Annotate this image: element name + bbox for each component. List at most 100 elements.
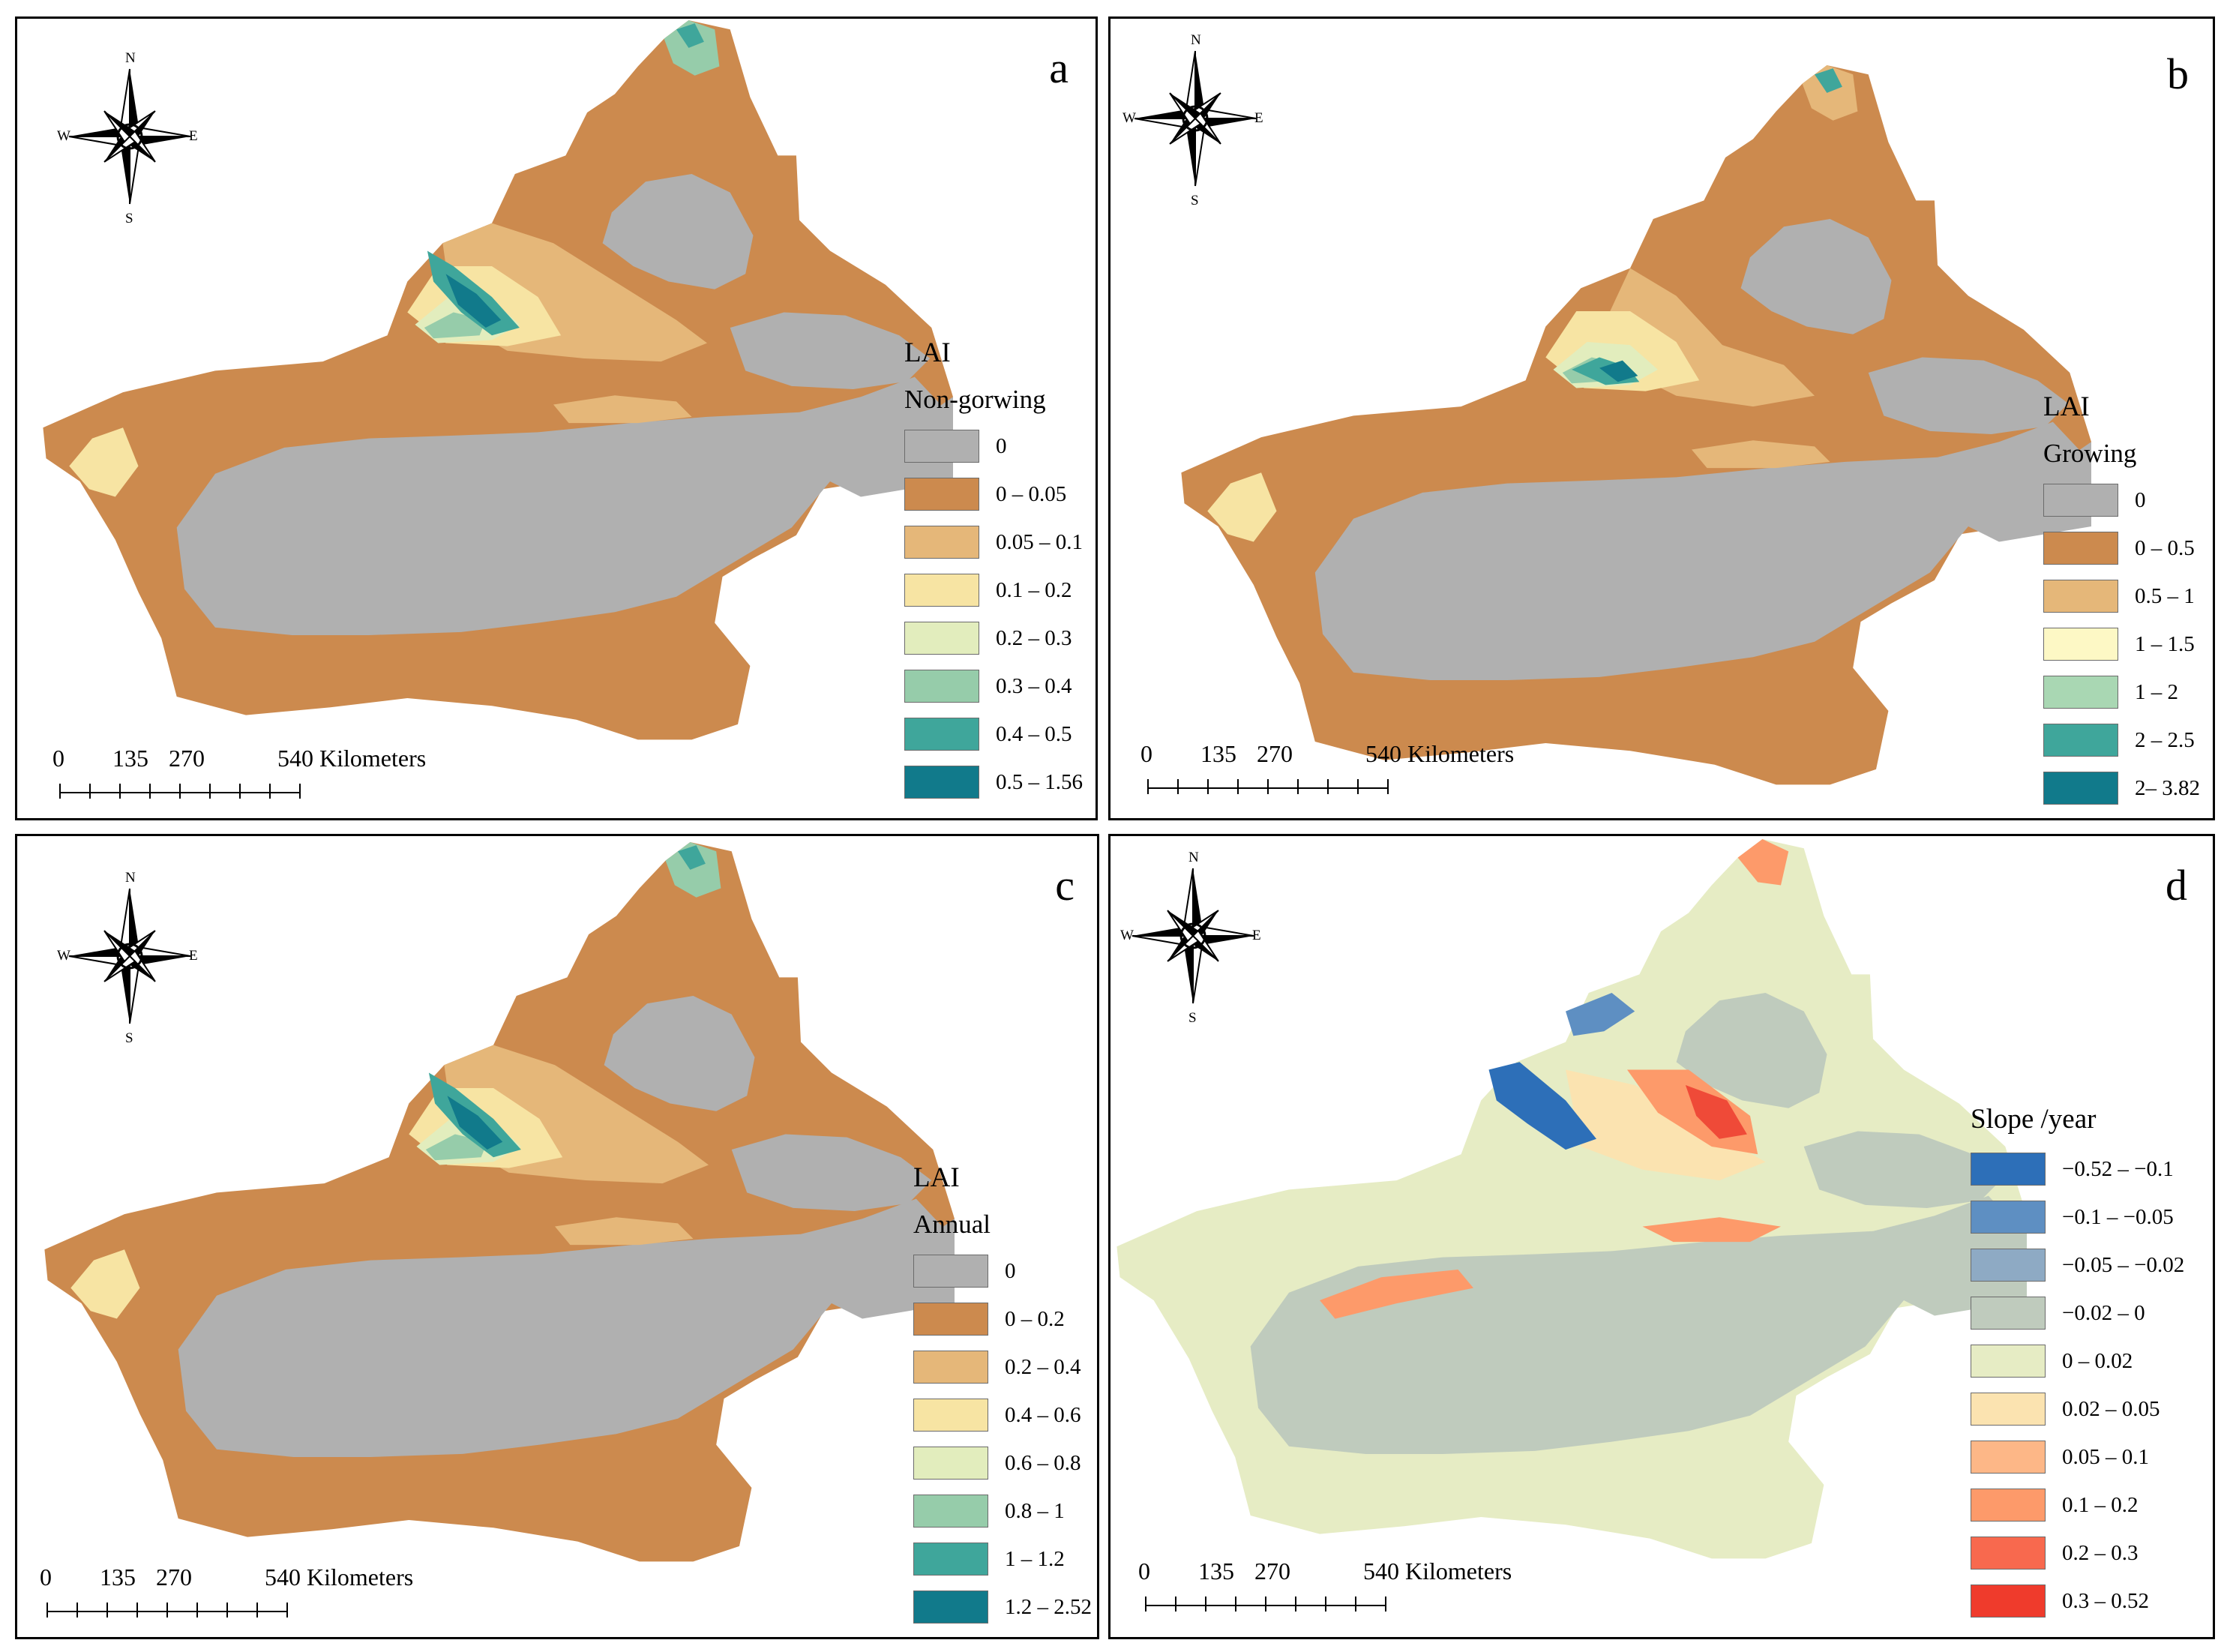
legend-item: 0.1 – 0.2 <box>1971 1481 2184 1529</box>
compass-label-s: S <box>1188 1010 1197 1026</box>
pamir-patch <box>69 427 139 497</box>
compass-label-w: W <box>57 948 70 964</box>
legend-swatch <box>904 718 979 751</box>
legend-label: 0.5 – 1 <box>2135 583 2195 608</box>
legend-label: 0.8 – 1 <box>1005 1498 1065 1523</box>
altai-core <box>678 845 706 870</box>
tianshan-south <box>1692 440 1830 469</box>
legend-label: 0.2 – 0.3 <box>2062 1540 2139 1565</box>
legend-title: Slope /year <box>1971 1104 2097 1135</box>
scale-bar-line <box>46 1603 288 1618</box>
compass-rose: N S W E <box>1122 32 1263 208</box>
legend-swatch <box>2043 580 2118 613</box>
legend-item: 0.8 – 1 <box>913 1487 1092 1535</box>
legend-swatch <box>1971 1537 2046 1570</box>
legend-label: 1 – 2 <box>2135 679 2178 704</box>
legend-label: 0.5 – 1.56 <box>996 769 1083 794</box>
legend-item: 0.4 – 0.6 <box>913 1391 1092 1439</box>
legend-swatch <box>904 574 979 607</box>
legend-swatch <box>904 526 979 559</box>
eastern-desert <box>1803 1131 2004 1208</box>
legend-item: 0.02 – 0.05 <box>1971 1385 2184 1433</box>
legend-label: 0.05 – 0.1 <box>2062 1444 2149 1469</box>
legend-swatch <box>904 478 979 511</box>
legend-swatch <box>1971 1345 2046 1378</box>
legend-label: 0.05 – 0.1 <box>996 529 1083 554</box>
deep-belt <box>1599 360 1638 382</box>
legend-label: 0 – 0.02 <box>2062 1348 2133 1373</box>
legend-label: 0 – 0.2 <box>1005 1306 1065 1331</box>
cream-belt <box>1566 1069 1766 1181</box>
map-panel-d: d N S W E Slope /year −0.52 – −0.1 −0.1 – −0.… <box>1108 834 2215 1639</box>
legend-swatch <box>2043 772 2118 805</box>
eastern-edge <box>1968 442 2091 542</box>
panel-letter: c <box>1055 861 1075 910</box>
legend-item: 0.5 – 1.56 <box>904 758 1083 806</box>
compass-label-n: N <box>1191 32 1201 48</box>
eastern-desert <box>730 312 931 389</box>
legend-swatch <box>1971 1393 2046 1426</box>
scale-bar-line <box>1147 779 1389 794</box>
legend-swatch <box>913 1255 988 1288</box>
region-map <box>44 842 955 1562</box>
scale-bar: 0 135 270 540 Kilometers <box>1140 740 1514 800</box>
legend-item: 0 – 0.2 <box>913 1295 1092 1343</box>
scale-bar: 0 135 270 540 Kilometers <box>40 1564 413 1624</box>
panel-letter: a <box>1049 43 1069 92</box>
legend-item: 0 <box>913 1247 1092 1295</box>
legend-label: 0 – 0.05 <box>996 481 1067 506</box>
legend-item: 0 – 0.02 <box>1971 1337 2184 1385</box>
scale-tick-label: 135 <box>1198 1558 1234 1585</box>
legend: LAI Non-gorwing 0 0 – 0.05 0.05 – 0.1 0.1 – 0… <box>904 338 1083 806</box>
compass-rose: N S W E <box>57 50 198 226</box>
legend-item: 0.5 – 1 <box>2043 572 2200 620</box>
compass-label-e: E <box>1252 928 1261 943</box>
legend: LAI Growing 0 0 – 0.5 0.5 – 1 1 – 1.5 1 – 2 2 –… <box>2043 392 2200 812</box>
legend-label: −0.05 – −0.02 <box>2062 1252 2185 1277</box>
legend-title: LAI <box>2043 391 2090 422</box>
tianshan-south <box>555 1217 694 1246</box>
compass-rose: N S W E <box>57 870 198 1046</box>
tarim-basin <box>176 376 941 635</box>
legend-item: 2– 3.82 <box>2043 764 2200 812</box>
compass-label-e: E <box>189 948 198 964</box>
scale-tick-label: 270 <box>169 745 205 772</box>
legend-swatch <box>904 430 979 463</box>
compass-star-icon <box>68 68 191 205</box>
legend-swatch <box>2043 676 2118 709</box>
eastern-edge <box>832 1219 955 1319</box>
scale-tick-label: 135 <box>1200 740 1236 767</box>
legend-item: 0.05 – 0.1 <box>1971 1433 2184 1481</box>
legend-swatch <box>2043 484 2118 517</box>
tianshan-south <box>1642 1217 1781 1243</box>
panel-letter: b <box>2167 49 2189 98</box>
scale-tick-label: 540 Kilometers <box>265 1564 414 1591</box>
legend-item: 0.3 – 0.4 <box>904 662 1083 710</box>
legend-label: 0.02 – 0.05 <box>2062 1396 2160 1421</box>
legend-subtitle: Annual <box>913 1210 991 1239</box>
compass-label-e: E <box>189 128 198 144</box>
legend-swatch <box>913 1543 988 1576</box>
legend-swatch <box>904 622 979 655</box>
eastern-edge <box>830 397 953 497</box>
legend-swatch <box>1971 1201 2046 1234</box>
pamir-patch <box>1207 472 1277 542</box>
region-map <box>1181 65 2091 785</box>
deep-belt <box>445 274 502 328</box>
legend-swatch <box>913 1447 988 1480</box>
legend-swatch <box>904 670 979 703</box>
scale-tick-label: 540 Kilometers <box>1365 740 1515 767</box>
scale-tick-label: 0 <box>1138 1558 1150 1585</box>
legend-item: 0.2 – 0.3 <box>904 614 1083 662</box>
legend-label: 1 – 1.2 <box>1005 1546 1065 1571</box>
legend-swatch <box>1971 1489 2046 1522</box>
eastern-desert <box>1868 357 2069 434</box>
legend-item: 0.2 – 0.3 <box>1971 1529 2184 1577</box>
scale-tick-label: 0 <box>1140 740 1152 767</box>
legend-label: −0.52 – −0.1 <box>2062 1156 2174 1181</box>
compass-label-n: N <box>125 50 136 66</box>
legend-swatch <box>1971 1585 2046 1618</box>
legend-label: 0.2 – 0.3 <box>996 625 1072 650</box>
legend-swatch <box>913 1495 988 1528</box>
compass-label-n: N <box>125 870 136 886</box>
